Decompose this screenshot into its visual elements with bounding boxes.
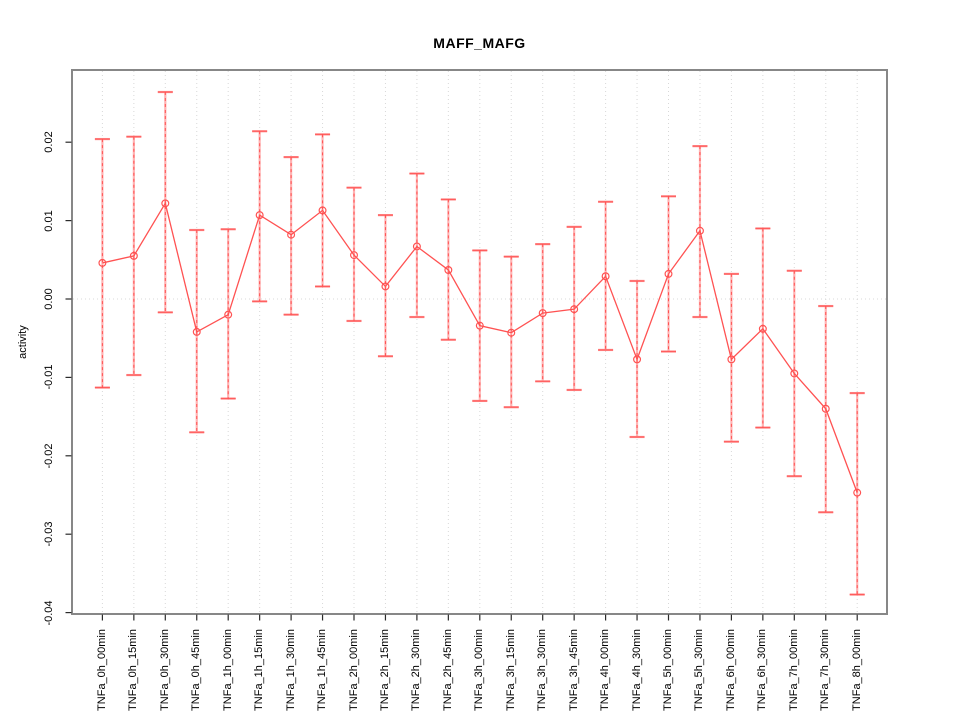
data-point-marker (412, 242, 421, 251)
x-tick-label: TNFa_3h_30min (536, 629, 549, 711)
data-points (98, 199, 862, 497)
data-point-marker (570, 305, 579, 314)
data-point-marker (601, 272, 610, 281)
series-line (102, 201, 858, 493)
data-point-marker (538, 309, 547, 318)
x-tick-label: TNFa_6h_30min (756, 629, 769, 711)
data-point-marker (444, 265, 453, 274)
x-tick-label: TNFa_1h_45min (316, 629, 329, 711)
x-tick-label: TNFa_1h_00min (221, 629, 234, 711)
x-tick-label: TNFa_6h_00min (724, 629, 737, 711)
y-tick-label: -0.03 (43, 521, 55, 547)
axis-ticks (65, 141, 858, 621)
x-tick-label: TNFa_0h_45min (190, 629, 203, 711)
data-point-marker (790, 369, 799, 378)
x-tick-label: TNFa_0h_30min (158, 629, 171, 711)
y-tick-label: 0.01 (43, 209, 55, 232)
x-tick-label: TNFa_2h_00min (347, 629, 360, 711)
x-tick-label: TNFa_4h_30min (630, 629, 643, 711)
y-tick-label: 0.02 (43, 131, 55, 153)
data-point-marker (727, 355, 736, 364)
x-tick-label: TNFa_5h_30min (693, 629, 706, 711)
x-tick-label: TNFa_2h_30min (410, 629, 423, 711)
data-point-marker (318, 206, 327, 215)
chart-title: MAFF_MAFG (433, 35, 526, 51)
data-point-marker (255, 211, 264, 220)
data-point-marker (287, 230, 296, 239)
data-point-marker (161, 199, 170, 208)
data-point-marker (224, 310, 233, 319)
x-tick-label: TNFa_7h_30min (819, 629, 832, 711)
x-tick-label: TNFa_1h_15min (253, 629, 266, 711)
data-point-marker (853, 488, 862, 497)
y-tick-label: 0.00 (43, 288, 55, 310)
data-point-marker (475, 321, 484, 330)
data-point-marker (192, 327, 201, 336)
x-tick-label: TNFa_5h_00min (662, 629, 674, 711)
y-tick-label: -0.04 (43, 600, 55, 626)
data-point-marker (129, 251, 138, 260)
x-tick-label: TNFa_4h_00min (599, 629, 612, 711)
data-point-marker (821, 404, 830, 413)
x-tick-label: TNFa_3h_00min (473, 629, 486, 711)
x-tick-label: TNFa_2h_15min (378, 629, 391, 711)
data-point-marker (633, 355, 642, 364)
data-point-marker (98, 258, 107, 267)
y-tick-label: -0.02 (43, 443, 55, 469)
y-tick-label: -0.01 (43, 364, 55, 390)
data-point-marker (758, 324, 767, 333)
data-point-marker (350, 251, 359, 260)
x-tick-label: TNFa_0h_15min (127, 629, 140, 711)
x-tick-label: TNFa_8h_00min (850, 629, 863, 711)
data-point-marker (664, 269, 673, 278)
x-tick-label: TNFa_7h_00min (787, 629, 800, 711)
y-axis-title: activity (17, 325, 29, 359)
x-tick-label: TNFa_0h_00min (95, 629, 108, 711)
x-tick-label: TNFa_1h_30min (284, 629, 297, 711)
data-point-marker (507, 328, 516, 337)
x-tick-label: TNFa_2h_45min (441, 629, 454, 711)
plot-border (71, 69, 888, 615)
data-point-marker (381, 282, 390, 291)
data-point-marker (695, 226, 704, 235)
x-tick-label: TNFa_3h_15min (504, 629, 517, 711)
x-tick-label: TNFa_3h_45min (567, 629, 580, 711)
